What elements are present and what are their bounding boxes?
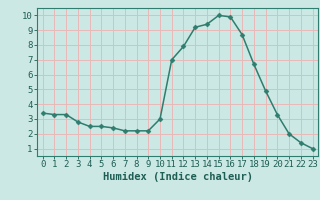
X-axis label: Humidex (Indice chaleur): Humidex (Indice chaleur) bbox=[103, 172, 252, 182]
